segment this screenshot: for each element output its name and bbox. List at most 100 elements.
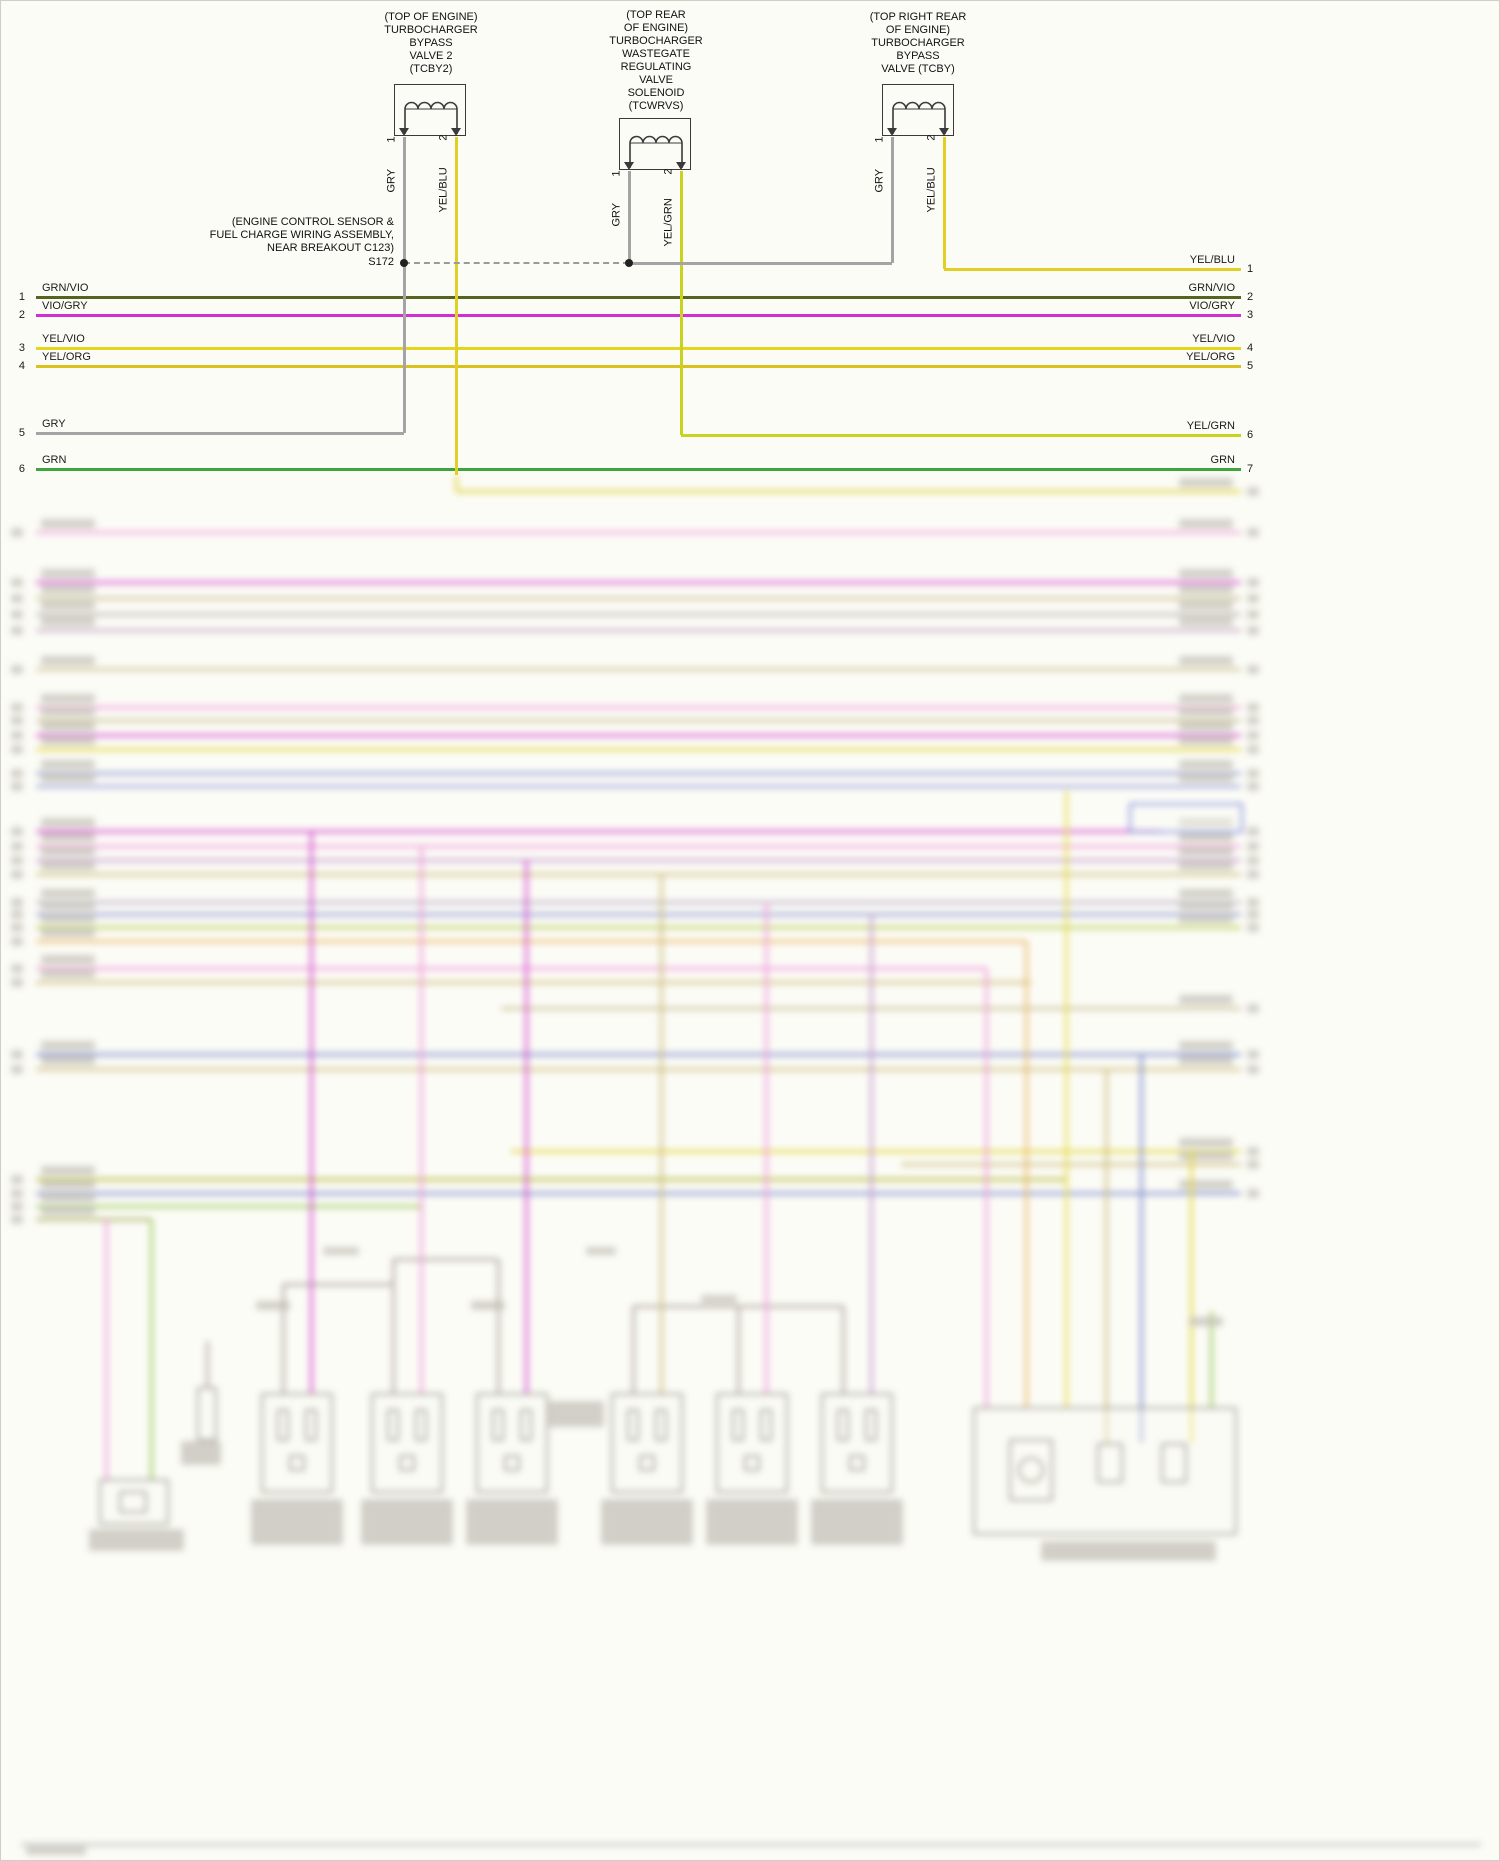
blurred-component-label [706, 1499, 798, 1545]
blurred-number [11, 1215, 23, 1224]
blurred-wire [420, 846, 423, 1393]
terminal-number: 2 [18, 309, 25, 321]
blurred-number [1247, 827, 1259, 836]
blurred-component-detail [305, 1409, 317, 1441]
blurred-component-detail [744, 1455, 760, 1471]
blurred-wire [36, 913, 1241, 916]
blurred-label [1179, 656, 1233, 665]
blurred-number [11, 716, 23, 725]
blurred-label [1179, 519, 1233, 528]
blurred-wire [36, 845, 1241, 848]
blurred-label [1179, 585, 1233, 594]
wire-color-label: YEL/GRN [1186, 420, 1235, 432]
blurred-wire [36, 1053, 1241, 1056]
blurred-label [41, 519, 95, 528]
wire-color-label: GRN [42, 454, 67, 466]
blurred-number [1247, 610, 1259, 619]
blurred-wire [525, 860, 528, 1393]
blurred-number [11, 594, 23, 603]
blurred-component-detail [760, 1409, 772, 1441]
wire-color-label: GRN/VIO [42, 282, 89, 294]
blurred-number [11, 703, 23, 712]
blurred-label [41, 1193, 95, 1202]
blurred-component-detail [639, 1455, 655, 1471]
blurred-wire [1140, 1054, 1143, 1443]
blurred-label [1179, 478, 1233, 487]
blurred-label [1179, 833, 1233, 842]
blurred-wire [36, 531, 1241, 534]
blurred-wire [36, 830, 1161, 833]
blurred-wire [310, 831, 313, 1393]
blurred-component-detail [627, 1409, 639, 1441]
wire-color-label: GRN [1210, 454, 1235, 466]
blurred-component-label [466, 1499, 558, 1545]
blurred-component-detail [387, 1409, 399, 1441]
blurred-wire [497, 1259, 500, 1393]
blurred-wire [1190, 1151, 1193, 1443]
wire-yel-org [36, 365, 1241, 368]
blurred-wire [455, 475, 458, 491]
pin-number: 2 [925, 134, 937, 141]
blurred-wire [36, 581, 1241, 584]
blurred-wire [36, 981, 1031, 984]
blurred-label [41, 707, 95, 716]
blurred-label [1179, 889, 1233, 898]
pin-arrow-icon [624, 162, 634, 170]
component-label-tcby: (TOP RIGHT REAR OF ENGINE) TURBOCHARGER … [869, 11, 967, 75]
blurred-component-box [611, 1393, 683, 1493]
blurred-label [41, 773, 95, 782]
terminal-number: 3 [18, 342, 25, 354]
blurred-text [89, 1529, 184, 1551]
blurred-label [1179, 1041, 1233, 1050]
blurred-label [1179, 901, 1233, 910]
blurred-label [1179, 1151, 1233, 1160]
blurred-label [1179, 569, 1233, 578]
blurred-number [1247, 487, 1259, 496]
blurred-wire [36, 1205, 421, 1208]
blurred-label [41, 861, 95, 870]
splice-dot [625, 259, 633, 267]
wire-color-label: GRY [385, 168, 397, 193]
blurred-number [1247, 703, 1259, 712]
terminal-number: 6 [18, 463, 25, 475]
blurred-number [1247, 665, 1259, 674]
wire-color-label: GRN/VIO [1188, 282, 1235, 294]
blurred-number [1247, 1189, 1259, 1198]
blurred-wire [36, 706, 1241, 709]
blurred-wire [36, 940, 1026, 943]
blurred-number [11, 978, 23, 987]
pin-number: 2 [662, 168, 674, 175]
coil-icon [404, 101, 458, 134]
pin-label-tcby2-2: YEL/BLU 2 [437, 135, 450, 213]
wire-color-label: GRY [610, 202, 622, 227]
blurred-number [1247, 782, 1259, 791]
blurred-label [1179, 914, 1233, 923]
blurred-component-label [811, 1499, 903, 1545]
terminal-number: 5 [18, 427, 25, 439]
blurred-component-box [821, 1393, 893, 1493]
blurred-text [546, 1401, 604, 1427]
pin-arrow-icon [399, 128, 409, 136]
wire-gry [36, 432, 404, 435]
blurred-label [41, 955, 95, 964]
blurred-number [11, 937, 23, 946]
blurred-wire [36, 967, 986, 970]
solenoid-symbol-tcby [882, 84, 954, 136]
wire-yel-grn [681, 434, 1241, 437]
blurred-number [1247, 842, 1259, 851]
blurred-wire [36, 1218, 151, 1221]
wire-grn [36, 468, 1241, 471]
blurred-label [41, 585, 95, 594]
wire-segment [628, 171, 631, 263]
coil-icon [629, 135, 683, 168]
blurred-number [1247, 1050, 1259, 1059]
blurred-number [11, 626, 23, 635]
terminal-number: 4 [1247, 342, 1254, 354]
blurred-label [1179, 847, 1233, 856]
blurred-label [41, 901, 95, 910]
blurred-component-label [251, 1499, 343, 1545]
blurred-number [11, 610, 23, 619]
blurred-component-detail [849, 1455, 865, 1471]
blurred-text [701, 1295, 737, 1303]
